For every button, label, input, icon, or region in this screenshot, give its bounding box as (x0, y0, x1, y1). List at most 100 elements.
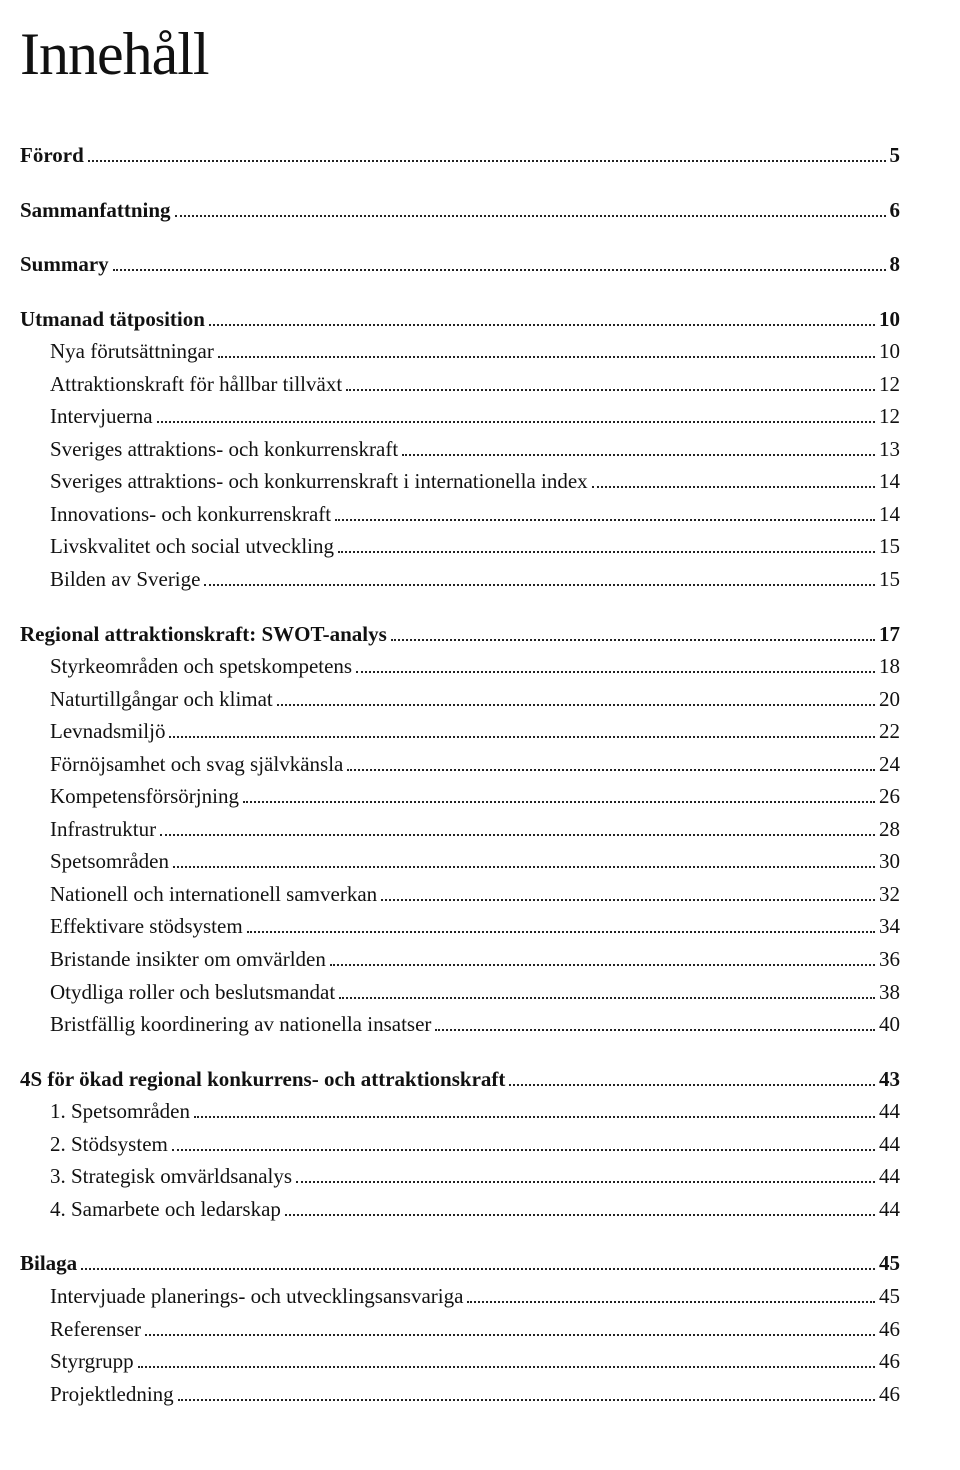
toc-dot-leader (592, 472, 875, 489)
toc-entry-page: 15 (879, 530, 900, 563)
toc-entry-label: Summary (20, 248, 109, 281)
toc-entry: Naturtillgångar och klimat20 (20, 683, 900, 716)
toc-entry: Styrkeområden och spetskompetens 18 (20, 650, 900, 683)
toc-dot-leader (346, 374, 875, 391)
toc-entry: Infrastruktur 28 (20, 813, 900, 846)
toc-entry-label: Projektledning (50, 1378, 174, 1411)
toc-entry: Bristande insikter om omvärlden36 (20, 943, 900, 976)
toc-entry: Intervjuerna12 (20, 400, 900, 433)
toc-entry-label: Styrgrupp (50, 1345, 134, 1378)
toc-entry-label: Livskvalitet och social utveckling (50, 530, 334, 563)
toc-entry: Regional attraktionskraft: SWOT-analys17 (20, 618, 900, 651)
toc-entry-page: 12 (879, 368, 900, 401)
toc-entry-page: 24 (879, 748, 900, 781)
toc-entry-page: 43 (879, 1063, 900, 1096)
toc-dot-leader (204, 569, 875, 586)
toc-spacer (20, 172, 900, 194)
toc-entry-label: Levnadsmiljö (50, 715, 165, 748)
toc-entry-label: Bilaga (20, 1247, 77, 1280)
toc-entry-page: 38 (879, 976, 900, 1009)
toc-dot-leader (138, 1351, 875, 1368)
toc-dot-leader (243, 787, 875, 804)
toc-entry: Nya förutsättningar 10 (20, 335, 900, 368)
toc-entry: Spetsområden 30 (20, 845, 900, 878)
toc-entry-page: 6 (890, 194, 901, 227)
toc-entry: 4S för ökad regional konkurrens- och att… (20, 1063, 900, 1096)
toc-entry-label: Infrastruktur (50, 813, 156, 846)
toc-entry-page: 17 (879, 618, 900, 651)
toc-spacer (20, 226, 900, 248)
toc-dot-leader (173, 852, 875, 869)
toc-dot-leader (402, 439, 875, 456)
toc-dot-leader (175, 200, 886, 217)
toc-entry-page: 14 (879, 465, 900, 498)
toc-dot-leader (330, 949, 875, 966)
toc-spacer (20, 281, 900, 303)
toc-dot-leader (335, 504, 875, 521)
toc-entry-page: 46 (879, 1345, 900, 1378)
toc-entry-page: 22 (879, 715, 900, 748)
toc-entry-label: Spetsområden (50, 845, 169, 878)
toc-entry-page: 26 (879, 780, 900, 813)
toc-entry-page: 10 (879, 335, 900, 368)
toc-entry: 1. Spetsområden 44 (20, 1095, 900, 1128)
toc-entry-label: Förord (20, 139, 84, 172)
toc-entry: Förnöjsamhet och svag självkänsla 24 (20, 748, 900, 781)
toc-entry: Utmanad tätposition 10 (20, 303, 900, 336)
toc-dot-leader (277, 689, 875, 706)
toc-dot-leader (113, 254, 886, 271)
toc-entry-label: Nya förutsättningar (50, 335, 214, 368)
toc-entry-label: Bilden av Sverige (50, 563, 200, 596)
toc-entry-label: Nationell och internationell samverkan (50, 878, 377, 911)
toc-dot-leader (88, 145, 886, 162)
toc-entry: Referenser46 (20, 1313, 900, 1346)
toc-entry: Bilaga45 (20, 1247, 900, 1280)
toc-entry-page: 15 (879, 563, 900, 596)
toc-entry-label: Förnöjsamhet och svag självkänsla (50, 748, 343, 781)
toc-dot-leader (247, 917, 875, 934)
toc-entry: Styrgrupp 46 (20, 1345, 900, 1378)
toc-entry: Sveriges attraktions- och konkurrenskraf… (20, 433, 900, 466)
toc-entry-page: 44 (879, 1095, 900, 1128)
toc-dot-leader (391, 624, 875, 641)
toc-entry-label: Referenser (50, 1313, 141, 1346)
toc-dot-leader (169, 722, 875, 739)
toc-entry-label: 3. Strategisk omvärldsanalys (50, 1160, 292, 1193)
toc-entry: Otydliga roller och beslutsmandat38 (20, 976, 900, 1009)
toc-entry-page: 28 (879, 813, 900, 846)
toc-dot-leader (178, 1384, 875, 1401)
toc-dot-leader (356, 656, 875, 673)
toc-dot-leader (467, 1286, 875, 1303)
toc-entry-label: Intervjuerna (50, 400, 153, 433)
toc-entry: Innovations- och konkurrenskraft14 (20, 498, 900, 531)
toc-spacer (20, 596, 900, 618)
toc-spacer (20, 1225, 900, 1247)
toc-entry: Projektledning 46 (20, 1378, 900, 1411)
toc-entry: Levnadsmiljö 22 (20, 715, 900, 748)
toc-entry-page: 44 (879, 1193, 900, 1226)
toc-entry-label: Sammanfattning (20, 194, 171, 227)
toc-entry-page: 20 (879, 683, 900, 716)
toc-dot-leader (172, 1134, 875, 1151)
toc-entry-label: Intervjuade planerings- och utvecklingsa… (50, 1280, 463, 1313)
toc-entry-label: Sveriges attraktions- och konkurrenskraf… (50, 433, 398, 466)
toc-entry-page: 34 (879, 910, 900, 943)
toc-entry-label: 4S för ökad regional konkurrens- och att… (20, 1063, 505, 1096)
toc-entry-label: Styrkeområden och spetskompetens (50, 650, 352, 683)
toc-dot-leader (157, 407, 875, 424)
toc-entry-label: 1. Spetsområden (50, 1095, 190, 1128)
toc-entry-page: 45 (879, 1280, 900, 1313)
toc-entry-page: 46 (879, 1378, 900, 1411)
toc-entry-page: 30 (879, 845, 900, 878)
page-container: Innehåll Förord5Sammanfattning6Summary8U… (0, 0, 960, 1470)
toc-dot-leader (218, 342, 875, 359)
toc-entry-label: Kompetensförsörjning (50, 780, 239, 813)
toc-entry-page: 10 (879, 303, 900, 336)
toc-entry-label: Innovations- och konkurrenskraft (50, 498, 331, 531)
toc-entry-label: Utmanad tätposition (20, 303, 205, 336)
toc-dot-leader (160, 819, 875, 836)
toc-entry-page: 5 (890, 139, 901, 172)
toc-entry-page: 18 (879, 650, 900, 683)
page-title: Innehåll (20, 20, 900, 89)
toc-entry: 3. Strategisk omvärldsanalys44 (20, 1160, 900, 1193)
